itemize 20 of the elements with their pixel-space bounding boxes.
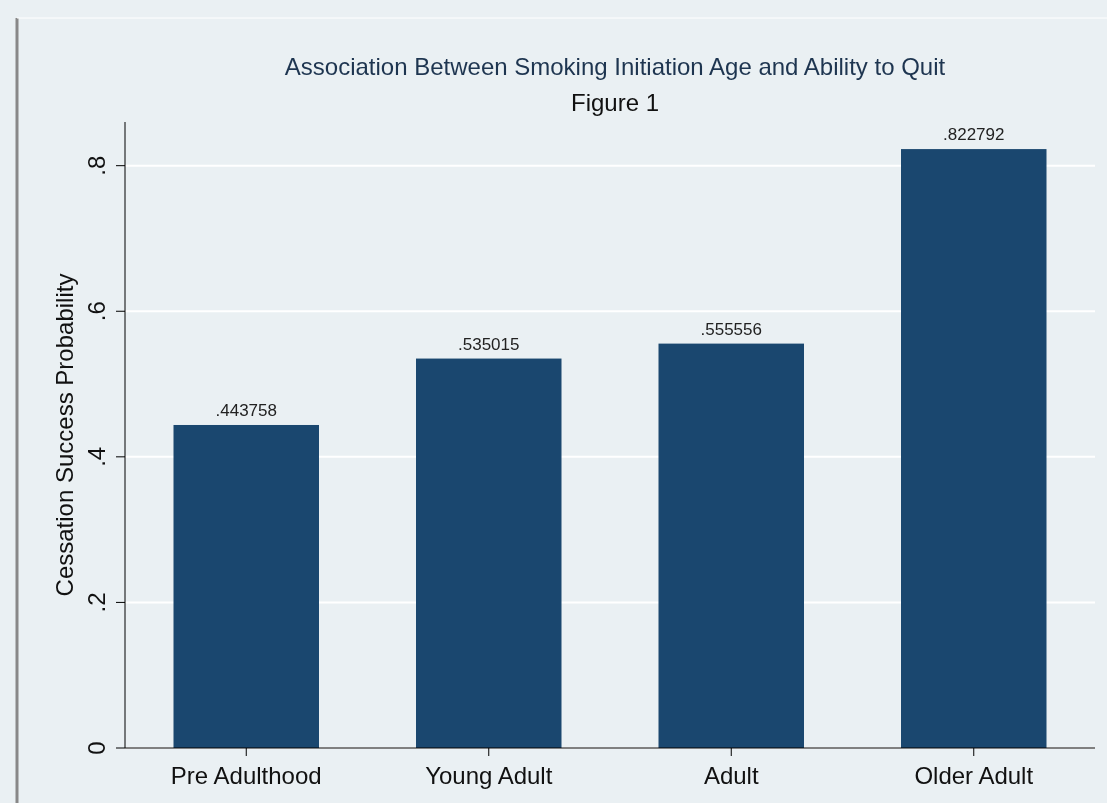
x-tick-label: Adult — [703, 762, 759, 789]
chart-subtitle: Figure 1 — [570, 89, 660, 116]
y-tick-label: 0 — [83, 741, 110, 755]
x-tick-label: Older Adult — [914, 762, 1034, 789]
x-tick-label: Pre Adulthood — [170, 762, 322, 789]
bar — [901, 149, 1047, 748]
x-tick-label: Young Adult — [425, 762, 553, 789]
y-tick-label: .4 — [83, 446, 110, 467]
chart-title: Association Between Smoking Initiation Age and Ability to Quit — [284, 53, 946, 80]
y-tick-label: .6 — [83, 301, 110, 322]
bar — [173, 424, 319, 748]
data-label: .822792 — [943, 125, 1005, 145]
data-label: .535015 — [458, 334, 520, 354]
data-label: .555556 — [700, 319, 762, 339]
y-tick-label: .2 — [83, 592, 110, 613]
bar — [658, 343, 804, 748]
bar — [416, 358, 562, 748]
y-axis-title: Cessation Success Probability — [51, 273, 78, 597]
y-tick-label: .8 — [83, 155, 110, 176]
data-label: .443758 — [215, 400, 277, 420]
